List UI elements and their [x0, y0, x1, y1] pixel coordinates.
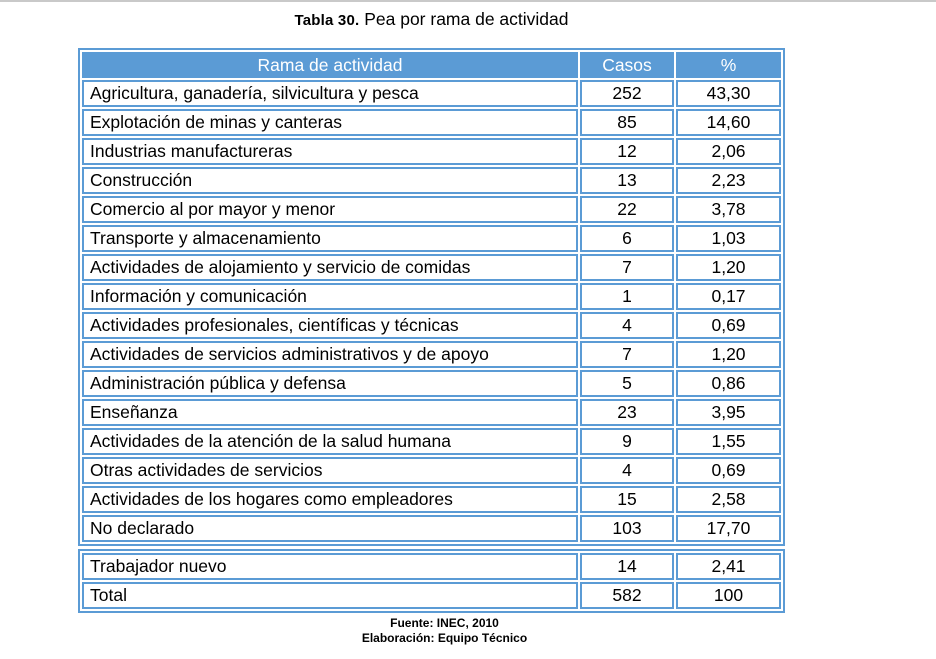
row-label: Industrias manufactureras: [82, 138, 578, 165]
row-casos: 9: [580, 428, 674, 455]
pea-table: Rama de actividad Casos % Agricultura, g…: [78, 48, 785, 546]
row-percent: 0,69: [676, 457, 781, 484]
table-row: Actividades de servicios administrativos…: [82, 341, 781, 368]
table-row: Administración pública y defensa 5 0,86: [82, 370, 781, 397]
table-row: Otras actividades de servicios 4 0,69: [82, 457, 781, 484]
table-footnotes: Fuente: INEC, 2010 Elaboración: Equipo T…: [78, 616, 785, 646]
row-casos: 22: [580, 196, 674, 223]
row-casos: 14: [580, 553, 674, 580]
table-caption-title: Pea por rama de actividad: [359, 9, 569, 29]
row-casos: 5: [580, 370, 674, 397]
row-casos: 252: [580, 80, 674, 107]
row-casos: 7: [580, 341, 674, 368]
row-label: Actividades profesionales, científicas y…: [82, 312, 578, 339]
table-row: Trabajador nuevo 14 2,41: [82, 553, 781, 580]
row-label: Comercio al por mayor y menor: [82, 196, 578, 223]
row-label: Otras actividades de servicios: [82, 457, 578, 484]
header-row: Rama de actividad Casos %: [82, 52, 781, 78]
table-row: No declarado 103 17,70: [82, 515, 781, 542]
row-label: Total: [82, 582, 578, 609]
table-row: Actividades de alojamiento y servicio de…: [82, 254, 781, 281]
row-percent: 100: [676, 582, 781, 609]
row-percent: 0,86: [676, 370, 781, 397]
row-percent: 43,30: [676, 80, 781, 107]
row-percent: 3,95: [676, 399, 781, 426]
row-label: Construcción: [82, 167, 578, 194]
row-label: Explotación de minas y canteras: [82, 109, 578, 136]
row-percent: 1,20: [676, 341, 781, 368]
row-label: Actividades de la atención de la salud h…: [82, 428, 578, 455]
row-percent: 1,03: [676, 225, 781, 252]
row-percent: 2,58: [676, 486, 781, 513]
row-casos: 85: [580, 109, 674, 136]
row-casos: 4: [580, 457, 674, 484]
table-caption: Tabla 30. Pea por rama de actividad: [78, 9, 785, 31]
row-casos: 6: [580, 225, 674, 252]
row-casos: 23: [580, 399, 674, 426]
row-percent: 14,60: [676, 109, 781, 136]
row-label: No declarado: [82, 515, 578, 542]
row-casos: 582: [580, 582, 674, 609]
table-row: Explotación de minas y canteras 85 14,60: [82, 109, 781, 136]
source-note: Fuente: INEC, 2010: [390, 616, 499, 630]
pea-table-body: Agricultura, ganadería, silvicultura y p…: [82, 80, 781, 542]
row-label: Transporte y almacenamiento: [82, 225, 578, 252]
row-label: Información y comunicación: [82, 283, 578, 310]
row-label: Actividades de alojamiento y servicio de…: [82, 254, 578, 281]
header-percent: %: [676, 52, 781, 78]
table-row: Construcción 13 2,23: [82, 167, 781, 194]
table-caption-number: Tabla 30.: [294, 12, 360, 29]
row-percent: 1,20: [676, 254, 781, 281]
row-casos: 13: [580, 167, 674, 194]
row-percent: 2,41: [676, 553, 781, 580]
row-label: Agricultura, ganadería, silvicultura y p…: [82, 80, 578, 107]
table-row: Enseñanza 23 3,95: [82, 399, 781, 426]
row-percent: 17,70: [676, 515, 781, 542]
table-row: Actividades profesionales, científicas y…: [82, 312, 781, 339]
table-row: Actividades de la atención de la salud h…: [82, 428, 781, 455]
header-casos: Casos: [580, 52, 674, 78]
row-casos: 15: [580, 486, 674, 513]
table-row: Transporte y almacenamiento 6 1,03: [82, 225, 781, 252]
table-block: Tabla 30. Pea por rama de actividad Rama…: [78, 9, 785, 646]
header-rama-de-actividad: Rama de actividad: [82, 52, 578, 78]
row-percent: 0,69: [676, 312, 781, 339]
row-casos: 12: [580, 138, 674, 165]
row-label: Actividades de los hogares como empleado…: [82, 486, 578, 513]
row-casos: 103: [580, 515, 674, 542]
table-row: Comercio al por mayor y menor 22 3,78: [82, 196, 781, 223]
row-percent: 3,78: [676, 196, 781, 223]
row-label: Trabajador nuevo: [82, 553, 578, 580]
row-casos: 1: [580, 283, 674, 310]
row-label: Enseñanza: [82, 399, 578, 426]
row-casos: 7: [580, 254, 674, 281]
table-row: Total 582 100: [82, 582, 781, 609]
row-percent: 0,17: [676, 283, 781, 310]
row-label: Administración pública y defensa: [82, 370, 578, 397]
table-row: Industrias manufactureras 12 2,06: [82, 138, 781, 165]
row-percent: 2,06: [676, 138, 781, 165]
elaboration-note: Elaboración: Equipo Técnico: [361, 631, 528, 645]
row-label: Actividades de servicios administrativos…: [82, 341, 578, 368]
row-casos: 4: [580, 312, 674, 339]
table-row: Actividades de los hogares como empleado…: [82, 486, 781, 513]
pea-summary-body: Trabajador nuevo 14 2,41 Total 582 100: [82, 553, 781, 609]
pea-summary-table: Trabajador nuevo 14 2,41 Total 582 100: [78, 549, 785, 613]
row-percent: 1,55: [676, 428, 781, 455]
table-row: Información y comunicación 1 0,17: [82, 283, 781, 310]
table-row: Agricultura, ganadería, silvicultura y p…: [82, 80, 781, 107]
row-percent: 2,23: [676, 167, 781, 194]
